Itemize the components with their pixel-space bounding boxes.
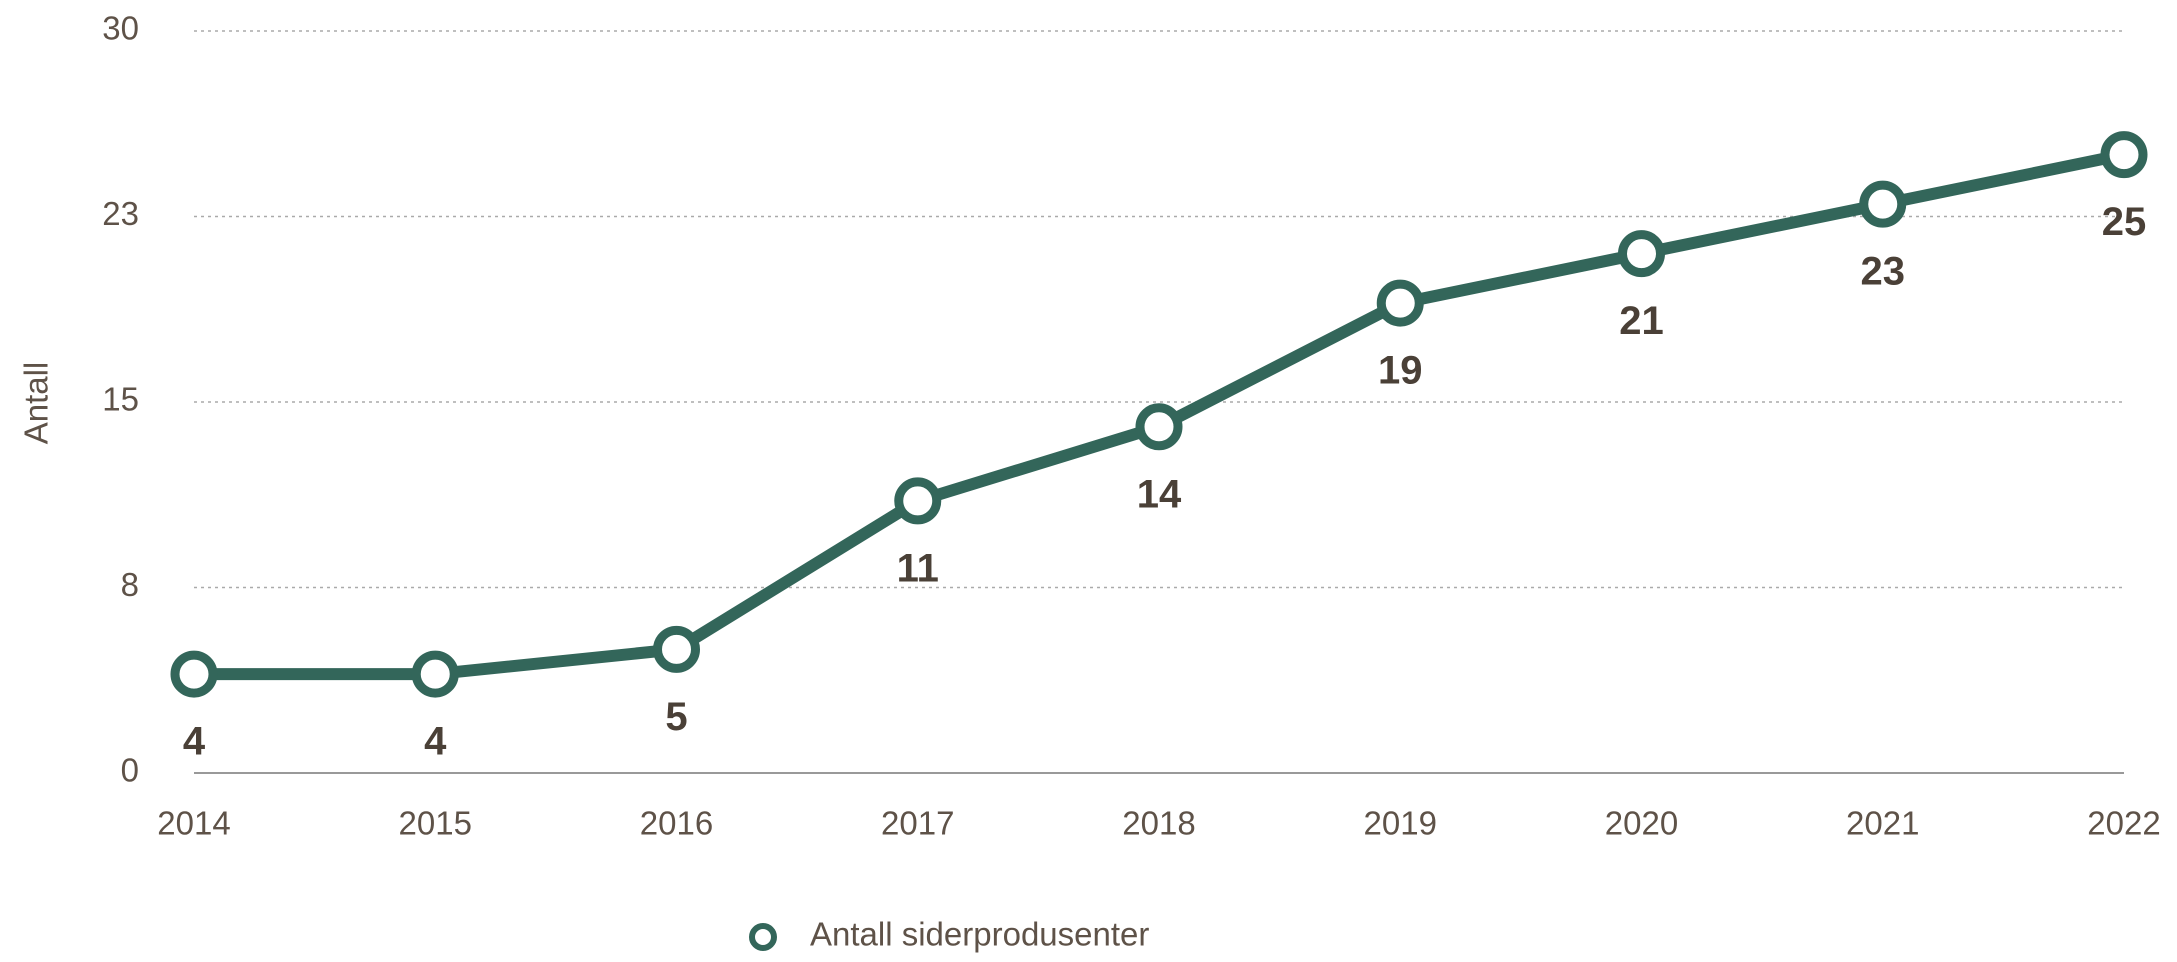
y-tick-label: 30 (102, 10, 139, 47)
legend-marker (749, 923, 777, 951)
data-label: 4 (424, 720, 447, 764)
data-label: 14 (1137, 472, 1182, 516)
marker (1376, 279, 1424, 327)
y-tick-label: 8 (121, 566, 139, 603)
x-tick-label: 2017 (881, 805, 954, 842)
y-tick-label: 23 (102, 195, 139, 232)
x-tick-label: 2018 (1122, 805, 1195, 842)
marker (1618, 230, 1665, 278)
data-label: 11 (897, 546, 939, 590)
data-label: 19 (1378, 349, 1423, 393)
x-tick-label: 2015 (399, 805, 472, 842)
y-tick-label: 0 (121, 752, 139, 789)
x-tick-label: 2020 (1605, 805, 1678, 842)
x-tick-label: 2022 (2087, 805, 2160, 842)
data-label: 21 (1619, 299, 1664, 343)
marker (411, 650, 459, 698)
data-label: 5 (665, 695, 687, 739)
marker (1859, 180, 1907, 228)
data-label: 23 (1861, 250, 1906, 294)
y-axis-title: Antall (18, 362, 55, 445)
x-tick-label: 2016 (640, 805, 713, 842)
marker (2100, 131, 2148, 179)
marker (170, 650, 218, 698)
legend-label: Antall siderprodusenter (810, 916, 1149, 953)
marker (894, 477, 942, 525)
data-label: 4 (183, 720, 206, 764)
x-tick-label: 2014 (157, 805, 230, 842)
marker (653, 625, 700, 673)
x-tick-label: 2019 (1364, 805, 1437, 842)
x-tick-label: 2021 (1846, 805, 1919, 842)
y-tick-label: 15 (102, 381, 139, 418)
marker (1135, 403, 1183, 451)
data-label: 25 (2102, 200, 2147, 244)
